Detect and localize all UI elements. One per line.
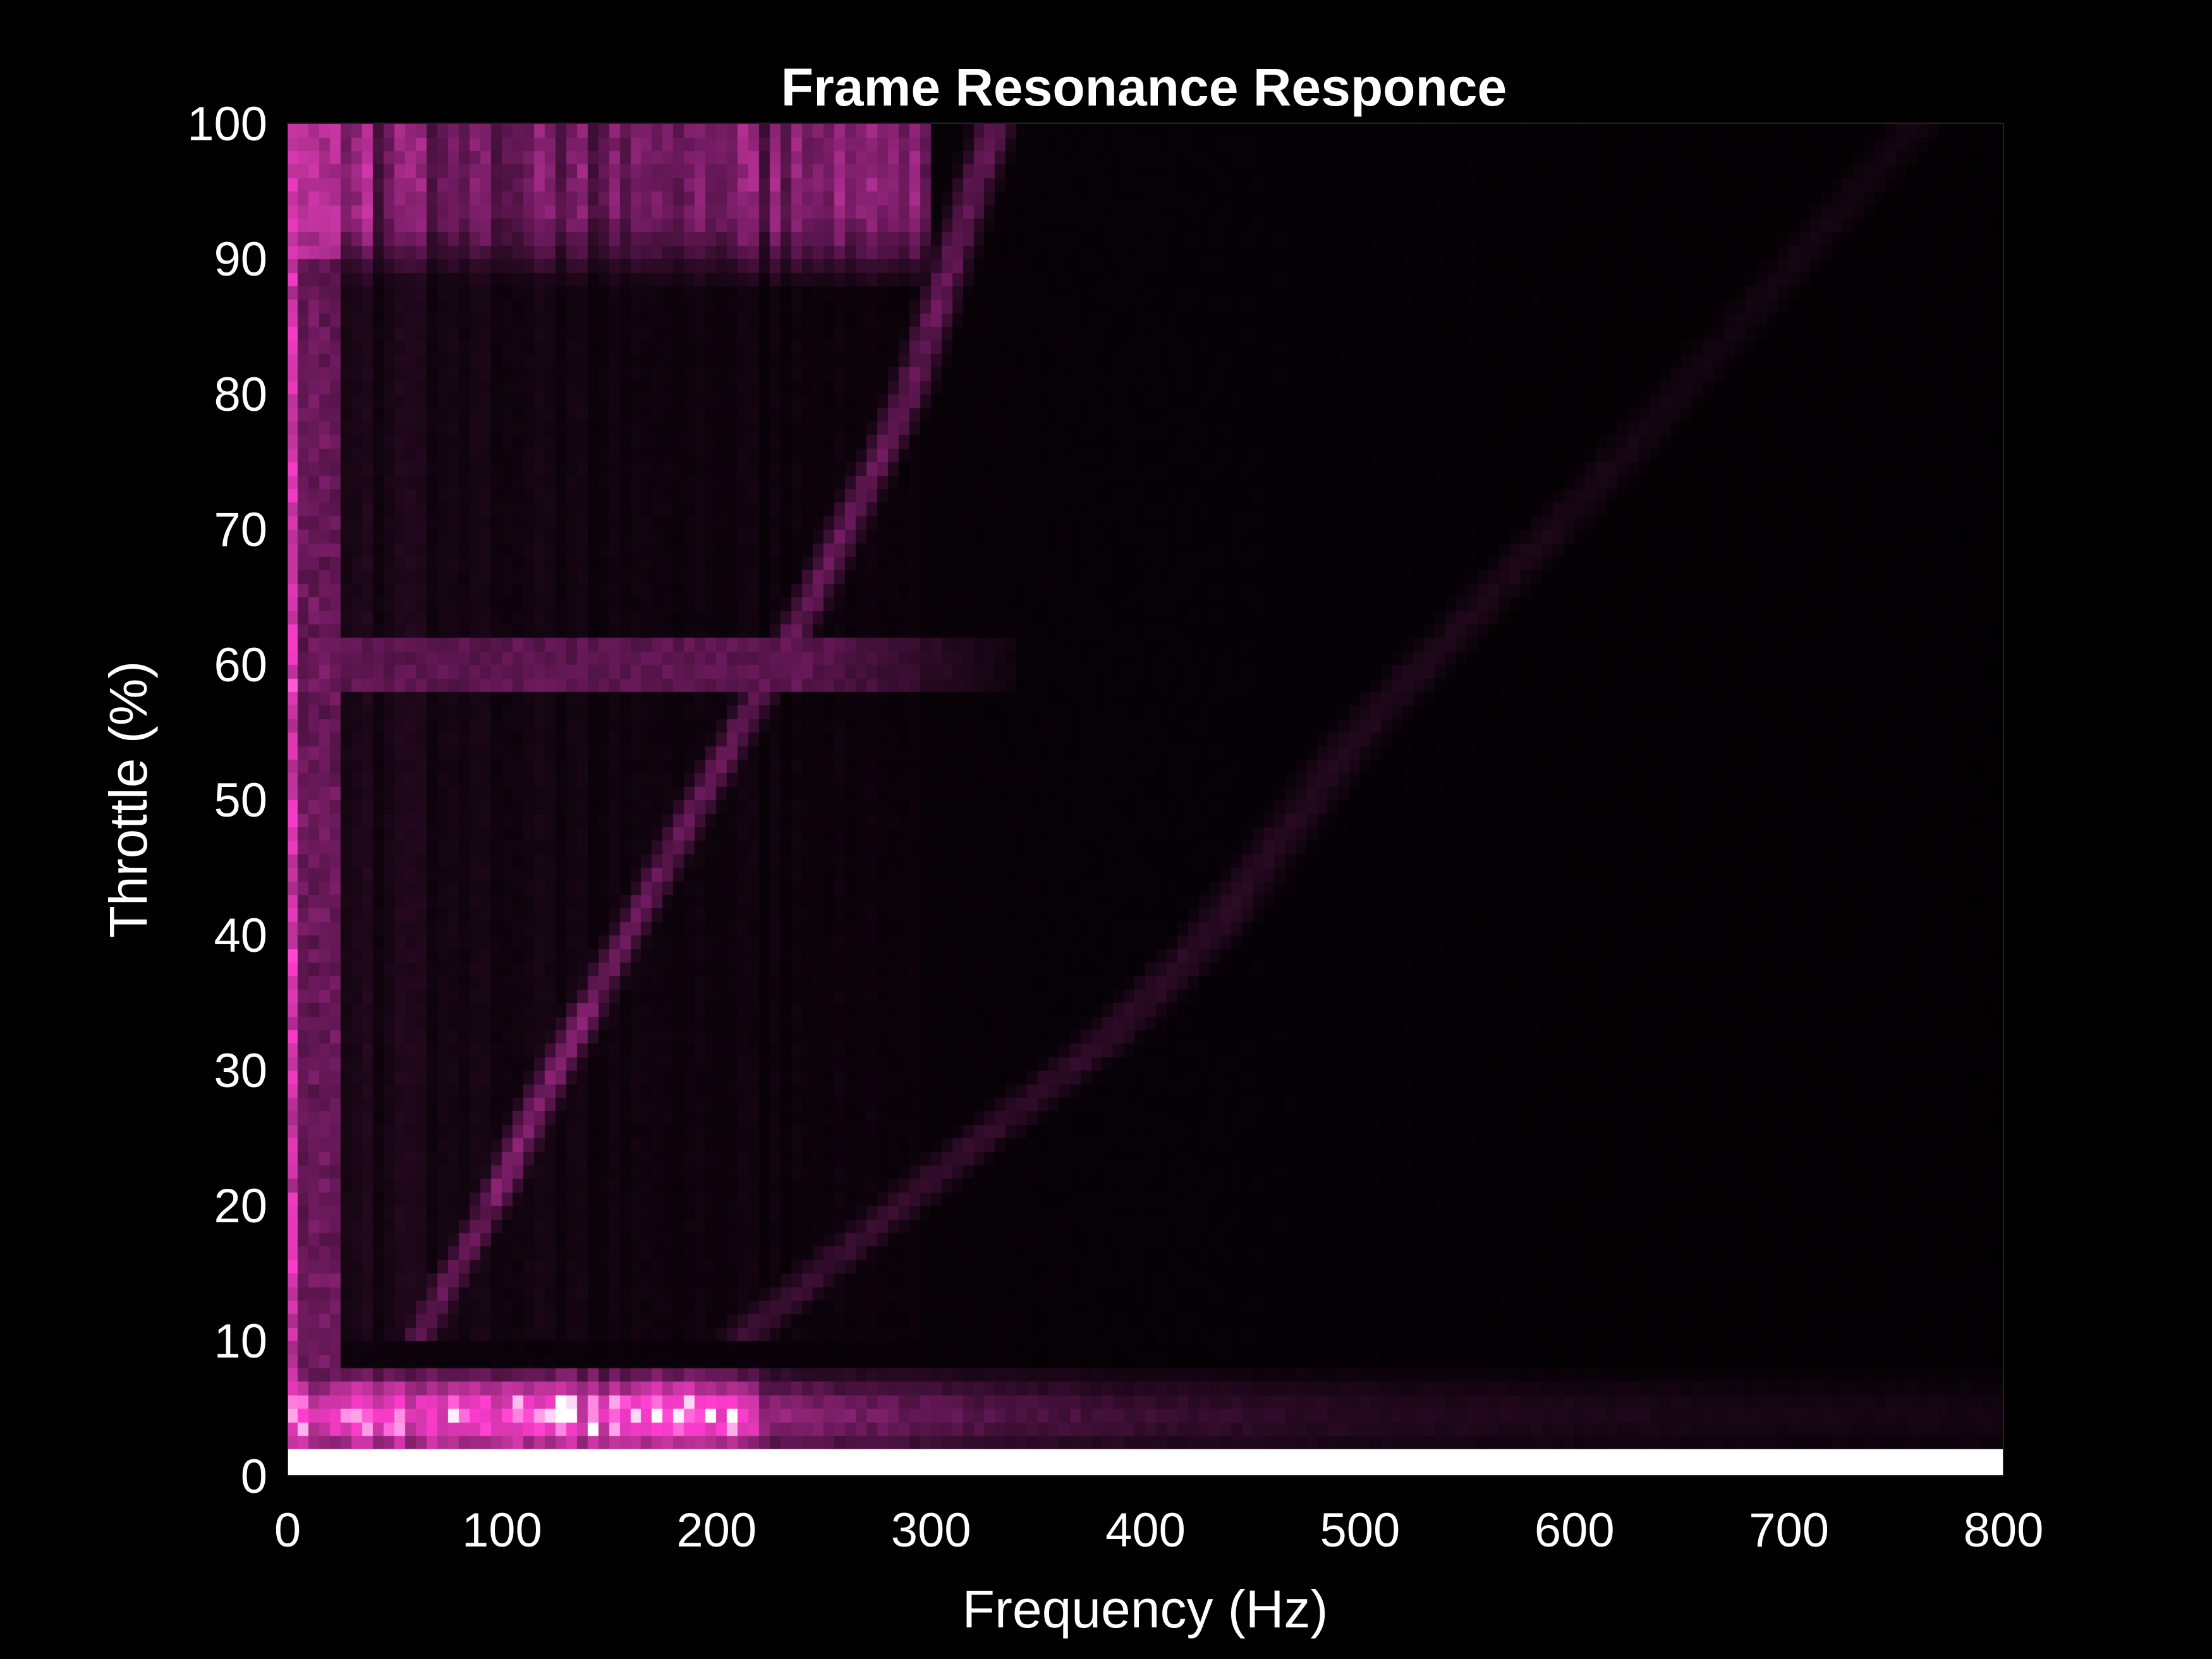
x-tick-label: 300 [891, 1504, 971, 1557]
chart-title: Frame Resonance Responce [781, 58, 1507, 117]
y-tick-label: 20 [214, 1179, 267, 1233]
y-tick-label: 0 [241, 1450, 267, 1504]
x-tick-label: 700 [1749, 1504, 1829, 1557]
y-tick-label: 10 [214, 1315, 267, 1368]
heatmap-canvas [288, 123, 2003, 1476]
plot-frame [287, 123, 2004, 1476]
y-axis-ticks: 0 10 20 30 40 50 60 70 80 90 100 [187, 97, 267, 1504]
y-tick-label: 100 [187, 97, 267, 151]
y-tick-label: 90 [214, 233, 267, 286]
x-tick-label: 400 [1105, 1504, 1186, 1557]
x-tick-label: 200 [676, 1504, 757, 1557]
x-tick-label: 500 [1320, 1504, 1400, 1557]
x-tick-label: 100 [462, 1504, 542, 1557]
y-axis-label: Throttle (%) [99, 661, 158, 939]
y-tick-label: 50 [214, 774, 267, 827]
plot-area [288, 123, 2003, 1476]
y-tick-label: 40 [214, 909, 267, 963]
x-axis-label: Frequency (Hz) [963, 1579, 1328, 1639]
y-tick-label: 70 [214, 503, 267, 557]
x-tick-label: 800 [1964, 1504, 2044, 1557]
y-tick-label: 60 [214, 638, 267, 692]
x-tick-label: 600 [1534, 1504, 1615, 1557]
y-tick-label: 30 [214, 1044, 267, 1098]
y-tick-label: 80 [214, 368, 267, 422]
x-axis-ticks: 0 100 200 300 400 500 600 700 800 [274, 1504, 2044, 1557]
x-tick-label: 0 [274, 1504, 301, 1557]
